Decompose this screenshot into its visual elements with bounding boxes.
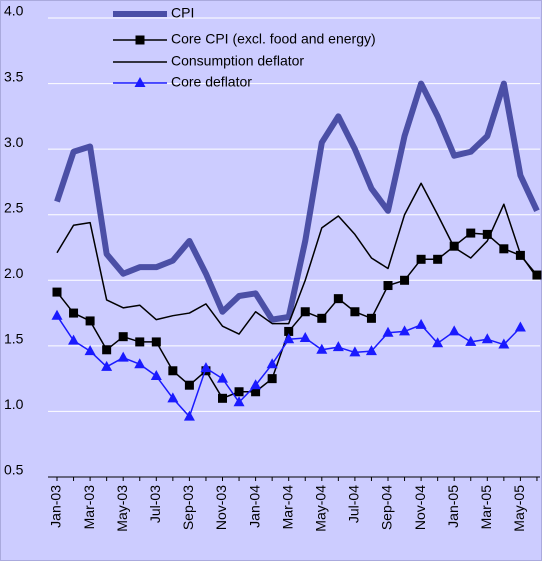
marker	[134, 358, 146, 369]
y-tick-label: 4.0	[4, 3, 24, 19]
marker	[532, 270, 542, 280]
marker	[234, 387, 244, 397]
marker	[415, 318, 427, 329]
y-tick-label: 1.5	[4, 331, 24, 347]
marker	[251, 387, 261, 397]
marker	[433, 254, 443, 264]
x-tick-label: Jan-04	[246, 485, 262, 528]
marker	[183, 410, 195, 421]
legend-marker	[134, 77, 146, 87]
y-tick-label: 3.0	[4, 134, 24, 150]
y-tick-label: 1.0	[4, 396, 24, 412]
x-tick-label: Mar-05	[478, 485, 494, 530]
marker	[52, 287, 62, 297]
marker	[400, 275, 410, 285]
marker	[317, 313, 327, 323]
marker	[250, 379, 262, 390]
legend-label: Core deflator	[171, 74, 252, 90]
x-tick-label: Nov-03	[213, 485, 229, 530]
marker	[135, 337, 145, 347]
x-tick-label: Nov-04	[412, 485, 428, 530]
marker	[102, 345, 112, 355]
marker	[168, 366, 178, 376]
marker	[284, 326, 294, 336]
marker	[167, 392, 179, 403]
marker	[482, 229, 492, 239]
marker	[51, 309, 63, 320]
series-line	[54, 80, 540, 323]
series-line	[56, 182, 538, 335]
marker	[466, 228, 476, 238]
marker	[416, 254, 426, 264]
x-tick-label: Mar-03	[81, 485, 97, 530]
x-tick-label: Mar-04	[279, 485, 295, 530]
marker	[349, 346, 361, 357]
marker	[300, 307, 310, 317]
marker	[218, 393, 227, 403]
marker	[333, 294, 343, 304]
legend-marker	[135, 35, 145, 45]
marker	[383, 281, 393, 291]
x-tick-label: Sep-03	[180, 485, 196, 530]
marker	[69, 308, 79, 318]
legend-label: Consumption deflator	[171, 53, 304, 69]
marker	[366, 313, 376, 323]
marker	[101, 360, 113, 371]
marker	[465, 335, 477, 346]
legend-label: Core CPI (excl. food and energy)	[171, 31, 376, 47]
marker	[217, 372, 228, 383]
y-tick-label: 0.5	[4, 462, 24, 478]
x-tick-label: Jul-03	[147, 485, 163, 523]
marker	[85, 316, 95, 326]
x-tick-label: Jul-04	[346, 485, 362, 523]
y-tick-label: 3.5	[4, 68, 24, 84]
marker	[200, 362, 212, 373]
marker	[448, 325, 460, 336]
marker	[118, 332, 128, 342]
marker	[266, 358, 278, 369]
marker	[481, 333, 493, 344]
marker	[365, 345, 377, 356]
marker	[316, 343, 328, 354]
x-tick-label: Jan-05	[445, 485, 461, 528]
marker	[399, 325, 411, 336]
legend-label: CPI	[171, 5, 194, 21]
marker	[382, 326, 394, 337]
marker	[150, 370, 162, 381]
marker	[184, 380, 194, 390]
marker	[151, 337, 161, 347]
marker	[499, 244, 509, 254]
x-tick-label: May-03	[114, 485, 130, 532]
marker	[283, 333, 295, 344]
y-tick-label: 2.0	[4, 265, 24, 281]
marker	[514, 321, 526, 332]
x-tick-label: Jan-03	[48, 485, 64, 528]
marker	[68, 334, 80, 345]
marker	[515, 250, 525, 260]
x-tick-label: May-05	[511, 485, 527, 532]
y-tick-label: 2.5	[4, 199, 24, 215]
marker	[299, 331, 311, 342]
marker	[432, 337, 444, 348]
marker	[350, 307, 360, 317]
marker	[498, 338, 510, 349]
marker	[267, 374, 277, 384]
x-tick-label: Sep-04	[379, 485, 395, 530]
marker	[332, 341, 344, 352]
marker	[84, 345, 96, 356]
marker	[233, 396, 245, 407]
x-tick-label: May-04	[313, 485, 329, 532]
marker	[117, 351, 129, 362]
